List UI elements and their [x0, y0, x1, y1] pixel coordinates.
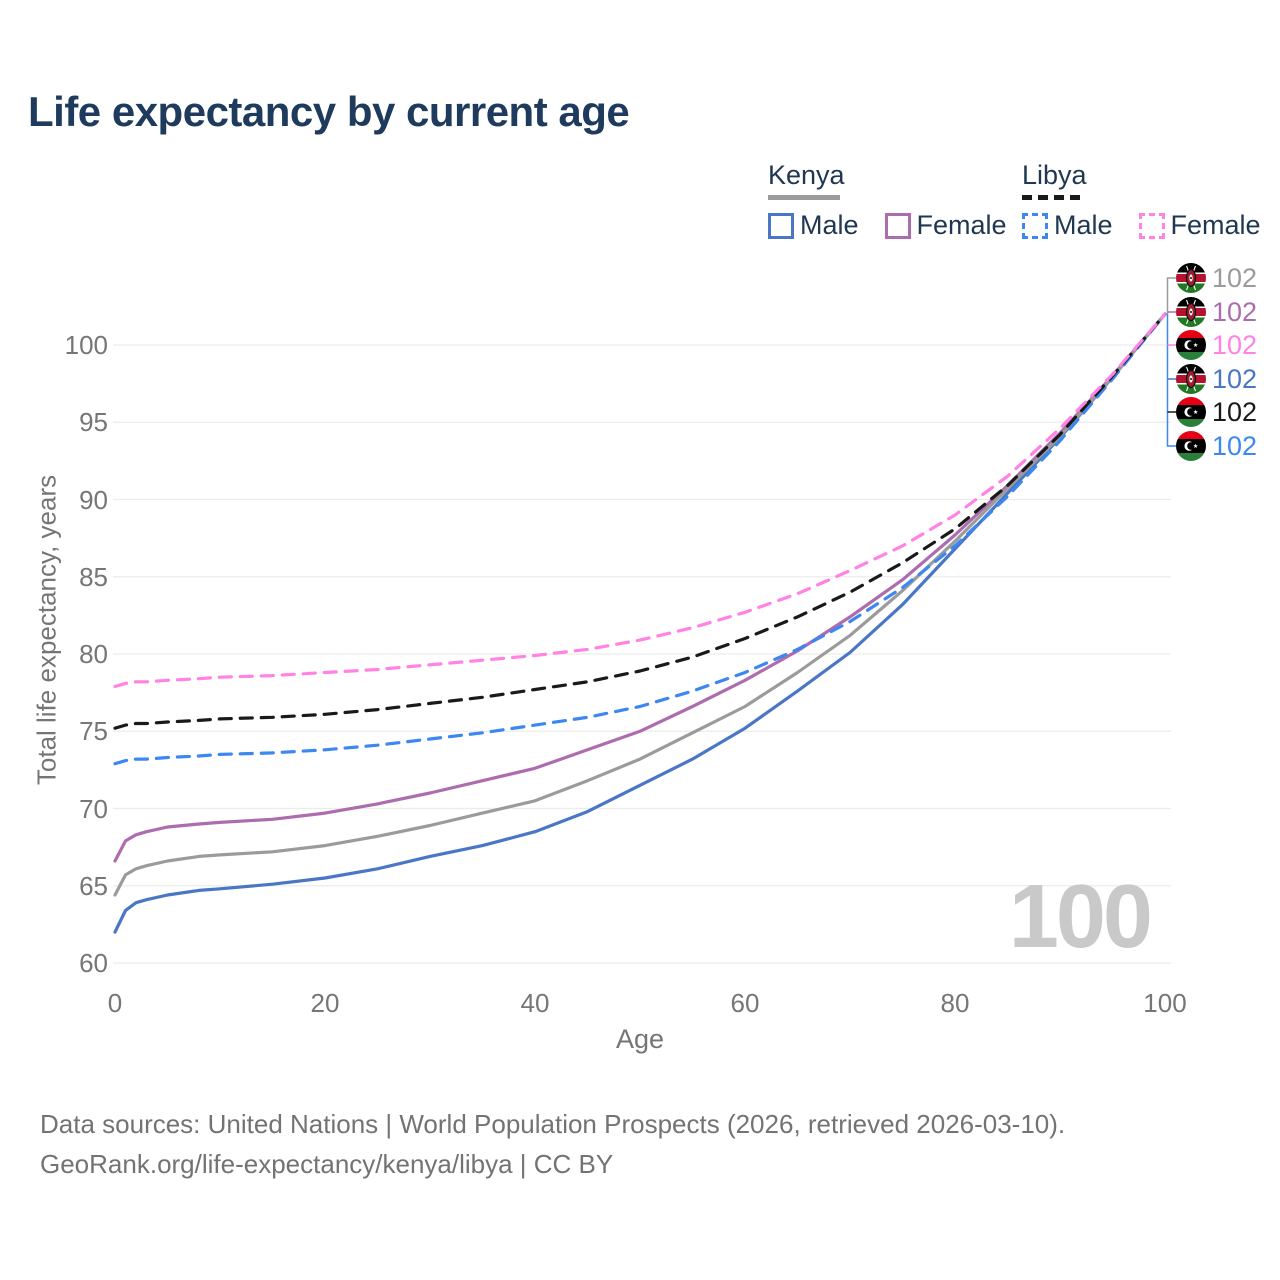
series-line-libya-female [113, 312, 1167, 689]
legend-item-libya-male[interactable]: Male [1022, 210, 1113, 241]
end-label-value: 102 [1212, 397, 1258, 427]
series-line-kenya-female [113, 312, 1167, 863]
leader-line [1165, 277, 1176, 315]
series-line-libya-male [113, 312, 1167, 766]
libya-flag-icon [1176, 330, 1206, 360]
end-label-row: 102 [1176, 330, 1257, 360]
x-tick-label: 0 [107, 988, 123, 1018]
end-label-value: 102 [1212, 297, 1258, 327]
kenya-flag-icon [1176, 263, 1206, 293]
series-line-kenya-male [113, 312, 1167, 934]
y-tick-label: 60 [79, 948, 108, 978]
kenya-male-swatch-icon [768, 212, 794, 239]
kenya-flag-icon [1176, 297, 1206, 327]
y-tick-label: 95 [79, 407, 108, 438]
x-tick-label: 40 [520, 988, 550, 1018]
x-tick-label: 20 [310, 988, 340, 1018]
y-tick-label: 90 [79, 484, 108, 515]
legend-libya-header: Libya [1022, 160, 1087, 190]
legend-item-libya-female[interactable]: Female [1138, 210, 1261, 241]
legend-group-libya: Libya Male Female [1022, 160, 1280, 241]
y-tick-label: 100 [64, 330, 108, 360]
libya-flag-icon [1176, 397, 1206, 427]
kenya-female-swatch-icon [884, 212, 911, 239]
y-tick-label: 80 [79, 639, 108, 669]
legend-item-kenya-female[interactable]: Female [884, 210, 1007, 241]
legend-libya-underline [1022, 195, 1080, 200]
legend-label: Male [800, 210, 859, 240]
leader-line [1166, 314, 1176, 447]
kenya-flag-icon [1176, 364, 1206, 394]
age-counter-watermark: 100 [1008, 867, 1153, 967]
page-title: Life expectancy by current age [28, 88, 630, 135]
legend-label: Male [1054, 210, 1113, 240]
end-label-row: 102 [1176, 397, 1257, 427]
end-label-row: 102 [1176, 297, 1257, 327]
y-tick-label: 85 [79, 561, 108, 592]
legend-label: Female [1170, 210, 1261, 240]
x-axis-title: Age [615, 1024, 665, 1054]
end-label-row: 102 [1176, 263, 1257, 293]
y-tick-label: 75 [79, 716, 108, 747]
legend-group-kenya: Kenya Male Female [768, 160, 1033, 241]
legend-label: Female [916, 210, 1007, 240]
series-line-kenya-both-sexes [113, 312, 1167, 897]
y-tick-label: 65 [79, 870, 108, 901]
legend-item-kenya-male[interactable]: Male [768, 210, 859, 241]
legend-kenya-header: Kenya [768, 160, 845, 190]
x-tick-label: 100 [1143, 988, 1187, 1018]
legend-kenya-underline [768, 195, 840, 200]
data-source-line: Data sources: United Nations | World Pop… [40, 1109, 1066, 1139]
libya-male-swatch-icon [1022, 212, 1048, 239]
attribution-line: GeoRank.org/life-expectancy/kenya/libya … [40, 1149, 614, 1179]
footer: Data sources: United Nations | World Pop… [40, 1104, 1065, 1184]
y-tick-label: 70 [79, 793, 108, 824]
libya-flag-icon [1176, 431, 1206, 461]
x-tick-label: 80 [940, 988, 970, 1018]
libya-female-swatch-icon [1138, 212, 1165, 239]
end-label-value: 102 [1212, 330, 1258, 360]
x-tick-label: 60 [730, 988, 760, 1018]
end-label-value: 102 [1212, 431, 1258, 461]
end-label-value: 102 [1212, 364, 1258, 394]
end-label-value: 102 [1212, 263, 1258, 293]
end-label-row: 102 [1176, 431, 1257, 461]
end-label-row: 102 [1176, 364, 1257, 394]
series-line-libya-both-sexes [113, 312, 1167, 730]
